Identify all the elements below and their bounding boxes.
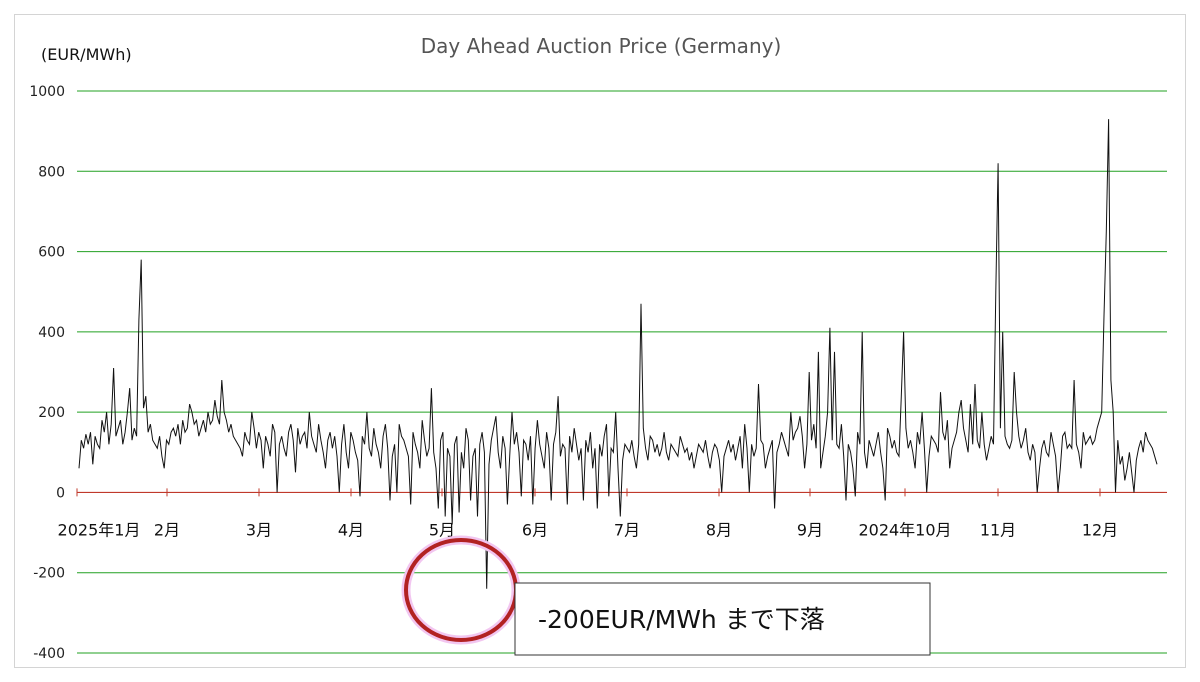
x-tick-label: 5月: [429, 520, 455, 539]
x-tick-label: 11月: [980, 520, 1016, 539]
annotation-frame: [514, 582, 931, 656]
y-axis-label: (EUR/MWh): [41, 45, 132, 64]
price-line: [78, 119, 1158, 589]
x-tick-labels: 2025年1月 2月 3月 4月 5月 6月 7月 8月 9月 2024年10月 11月 12月: [58, 488, 1118, 539]
y-tick-label: 600: [38, 245, 65, 261]
x-tick-label: 8月: [706, 520, 732, 539]
gridlines: [77, 90, 1167, 654]
y-tick-label: 0: [56, 485, 65, 501]
annotation-text: -200EUR/MWh まで下落: [538, 605, 825, 634]
y-tick-label: -400: [33, 646, 65, 662]
chart-title: Day Ahead Auction Price (Germany): [421, 34, 782, 58]
x-tick-label: 2月: [154, 520, 180, 539]
price-chart: Day Ahead Auction Price (Germany) (EUR/M…: [29, 34, 1167, 662]
y-tick-label: 400: [38, 325, 65, 341]
negative-price-highlight: [401, 535, 521, 645]
x-tick-label: 12月: [1082, 520, 1118, 539]
x-tick-label: 3月: [246, 520, 272, 539]
y-tick-label: -200: [33, 566, 65, 582]
y-tick-label: 800: [38, 164, 65, 180]
x-tick-label: 2024年10月: [858, 520, 951, 539]
x-tick-label: 9月: [797, 520, 823, 539]
y-tick-label: 200: [38, 405, 65, 421]
x-tick-label: 7月: [614, 520, 640, 539]
highlight-circle-outline: [404, 538, 518, 642]
annotation-box: -200EUR/MWh まで下落: [514, 582, 931, 656]
price-series: [78, 119, 1158, 589]
x-tick-label: 4月: [338, 520, 364, 539]
y-tick-labels: 1000 800 600 400 200 0 -200 -400: [29, 84, 65, 662]
chart-frame: Day Ahead Auction Price (Germany) (EUR/M…: [14, 14, 1186, 668]
y-tick-label: 1000: [29, 84, 65, 100]
x-tick-label: 2025年1月: [58, 520, 141, 539]
x-tick-label: 6月: [522, 520, 548, 539]
